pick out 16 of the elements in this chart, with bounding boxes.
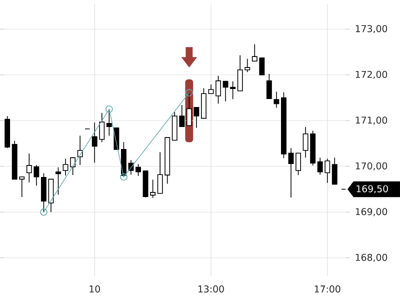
ref-line-label: 169,50 <box>356 185 388 194</box>
candlestick <box>274 91 280 108</box>
y-tick-label: 169,00 <box>356 208 388 216</box>
x-tick-label: 10 <box>90 285 100 293</box>
candlestick <box>288 148 294 198</box>
point <box>120 173 128 181</box>
x-tick-label: 13:00 <box>198 285 224 293</box>
y-tick-label: 168,00 <box>356 254 388 262</box>
y-tick-label: 171,00 <box>356 116 388 125</box>
point <box>106 106 113 113</box>
y-tick-label: 170,00 <box>356 162 388 170</box>
x-tick-label: 17:00 <box>314 285 340 293</box>
y-tick-label: 173,00 <box>356 25 388 34</box>
y-tick-label: 172,00 <box>356 70 388 79</box>
point <box>40 208 48 216</box>
point <box>186 89 193 96</box>
